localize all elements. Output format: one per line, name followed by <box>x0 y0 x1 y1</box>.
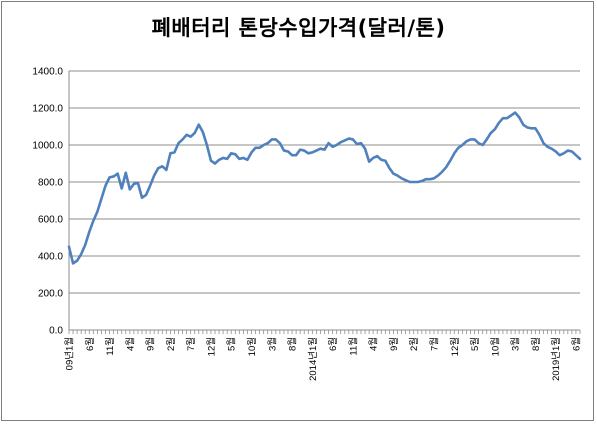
y-tick-label: 400.0 <box>38 252 63 263</box>
x-tick-label: 3월 <box>510 337 522 351</box>
x-tick-label: 2월 <box>408 337 420 351</box>
x-tick-label: 11월 <box>347 337 359 356</box>
x-tick-label: 7월 <box>429 337 441 351</box>
chart-title: 폐배터리 톤당수입가격(달러/톤) <box>151 16 446 40</box>
x-tick-label: 5월 <box>226 337 238 351</box>
x-tick-label: 2월 <box>165 337 177 351</box>
x-tick-label: 12월 <box>449 337 461 356</box>
x-tick-label: 6월 <box>327 337 339 351</box>
x-tick-label: 10월 <box>246 337 258 356</box>
x-tick-label: 6월 <box>570 337 582 351</box>
x-tick-label: 10월 <box>489 337 501 356</box>
x-tick-label: 8월 <box>287 337 299 351</box>
y-tick-label: 1400.0 <box>32 67 63 78</box>
x-tick-label: 9월 <box>145 337 157 351</box>
y-tick-label: 600.0 <box>38 215 63 226</box>
axes <box>68 71 581 334</box>
x-tick-label: 6월 <box>84 337 96 351</box>
y-tick-label: 800.0 <box>38 178 63 189</box>
x-tick-label: 12월 <box>205 337 217 356</box>
x-tick-label: 2019년1월 <box>550 337 562 381</box>
y-tick-label: 1200.0 <box>32 104 63 115</box>
x-tick-label: 11월 <box>104 337 116 356</box>
x-tick-label: 5월 <box>469 337 481 351</box>
series-line <box>67 111 582 265</box>
y-tick-label: 0.0 <box>49 326 63 337</box>
y-axis-tick-labels: 0.0 200.0 400.0 600.0 800.0 1000.0 1200.0 1400.… <box>32 67 63 337</box>
x-tick-label: 4월 <box>124 337 136 351</box>
series <box>67 111 582 265</box>
x-tick-label: 9월 <box>388 337 400 351</box>
y-tick-label: 1000.0 <box>32 141 63 152</box>
x-tick-label: 4월 <box>368 337 380 351</box>
y-tick-label: 200.0 <box>38 289 63 300</box>
x-tick-label: 3월 <box>266 337 278 351</box>
gridlines <box>69 70 580 294</box>
x-tick-label: 09년1월 <box>64 337 76 370</box>
x-axis-tick-labels: 09년1월 6월 11월 4월 9월 2월 7월 12월 5월 10월 3월 8월 2014년1월 6월 1… <box>64 337 583 381</box>
x-tick-label: 7월 <box>185 337 197 351</box>
x-tick-label: 8월 <box>530 337 542 351</box>
x-tick-label: 2014년1월 <box>307 337 319 381</box>
